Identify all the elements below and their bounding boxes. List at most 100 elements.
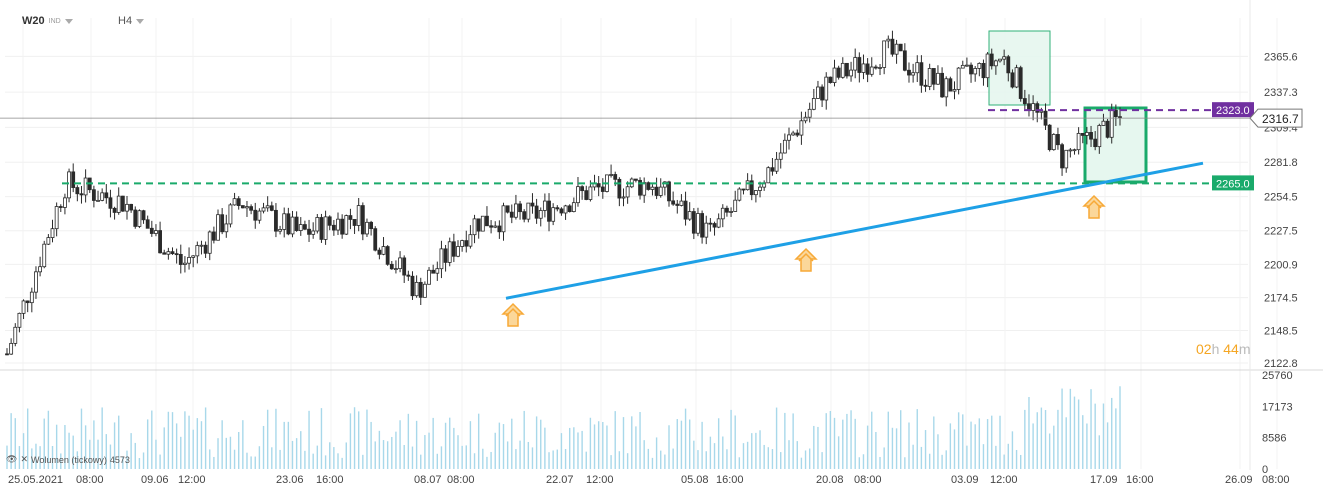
- candle-body: [261, 207, 266, 212]
- candle-body: [224, 223, 229, 233]
- candle: [853, 48, 858, 79]
- candle: [497, 220, 502, 239]
- close-icon[interactable]: ✕: [20, 454, 28, 464]
- candle: [799, 111, 804, 145]
- x-tick-label: 25.05.2021: [8, 474, 63, 486]
- candle: [828, 76, 833, 84]
- candle-body: [236, 198, 241, 206]
- candle: [1084, 126, 1089, 145]
- candle: [791, 130, 796, 136]
- candle: [522, 209, 527, 223]
- candle: [290, 210, 295, 238]
- candle-body: [21, 300, 26, 314]
- candle: [1064, 149, 1069, 173]
- candle: [840, 57, 845, 79]
- candle: [493, 221, 498, 229]
- candle: [166, 247, 171, 260]
- candle: [1113, 104, 1118, 127]
- candle-body: [840, 62, 845, 78]
- candle-body: [385, 246, 390, 265]
- candle-body: [344, 215, 349, 235]
- candle-body: [104, 192, 109, 199]
- x-tick-label: 12:00: [990, 474, 1018, 486]
- candle-body: [1047, 124, 1052, 151]
- candle-body: [882, 40, 887, 68]
- x-tick-label: 08:00: [76, 474, 104, 486]
- candle: [948, 76, 953, 92]
- candle: [1072, 148, 1077, 155]
- candle: [170, 247, 175, 255]
- volume-tick-label: 8586: [1262, 433, 1286, 445]
- candle-body: [667, 181, 671, 202]
- candle: [303, 220, 307, 231]
- candle-body: [683, 200, 688, 220]
- candle: [25, 300, 30, 313]
- candle-body: [816, 86, 820, 99]
- candle: [319, 213, 324, 243]
- candle-body: [439, 248, 444, 270]
- candle: [340, 214, 345, 239]
- interval-label: H4: [118, 15, 133, 27]
- candle: [679, 194, 684, 207]
- candle: [501, 202, 506, 241]
- candle-body: [13, 326, 18, 344]
- levels: [0, 109, 1250, 300]
- candle: [931, 68, 936, 91]
- candle-body: [348, 215, 353, 220]
- candle-body: [431, 269, 436, 274]
- candle-body: [621, 196, 626, 199]
- candle: [1002, 49, 1007, 66]
- y-tick-label: 2122.8: [1264, 358, 1298, 370]
- candle-body: [530, 202, 535, 207]
- candle-body: [687, 211, 692, 220]
- candle-body: [960, 64, 965, 69]
- candle-body: [894, 43, 899, 55]
- interval-selector[interactable]: H4: [118, 15, 145, 27]
- candle-body: [940, 72, 944, 98]
- candle: [617, 177, 622, 207]
- candle-body: [435, 268, 440, 274]
- candle-body: [634, 178, 638, 181]
- candle-body: [257, 210, 262, 221]
- x-tick-label: 08:00: [1262, 474, 1290, 486]
- candle-body: [129, 203, 134, 211]
- candle: [1035, 101, 1040, 123]
- candle-body: [509, 211, 514, 218]
- candle: [811, 88, 816, 111]
- candle-body: [650, 186, 655, 190]
- candle: [472, 214, 477, 244]
- candle: [716, 213, 721, 229]
- candle-body: [253, 209, 258, 221]
- candle-body: [327, 216, 332, 226]
- candle-body: [1068, 149, 1073, 152]
- eye-icon[interactable]: 👁: [6, 454, 18, 464]
- candle-body: [861, 63, 866, 73]
- candle: [1043, 103, 1048, 130]
- candle-body: [46, 237, 51, 245]
- candle-body: [195, 245, 200, 257]
- candle-body: [1097, 125, 1102, 148]
- candle: [530, 193, 535, 214]
- candle-body: [712, 223, 717, 228]
- candle-body: [654, 186, 659, 196]
- candle-body: [708, 222, 713, 225]
- candle: [894, 39, 899, 64]
- candle: [427, 267, 431, 285]
- candle-body: [977, 63, 982, 69]
- candle: [584, 185, 589, 201]
- y-tick-label: 2227.5: [1264, 226, 1298, 238]
- candle-body: [886, 38, 891, 42]
- candle: [774, 151, 779, 174]
- candle-body: [1084, 132, 1089, 136]
- candle: [873, 64, 878, 70]
- candle-body: [228, 204, 233, 225]
- symbol-selector[interactable]: W20 IND: [22, 15, 73, 27]
- candle: [1097, 123, 1102, 154]
- candle-body: [145, 219, 150, 229]
- candle: [352, 219, 357, 234]
- y-tick-label: 2281.8: [1264, 157, 1298, 169]
- candle-body: [576, 186, 580, 204]
- arrows: [501, 194, 1106, 327]
- volume-label: Wolumen (tickowy): [30, 454, 107, 465]
